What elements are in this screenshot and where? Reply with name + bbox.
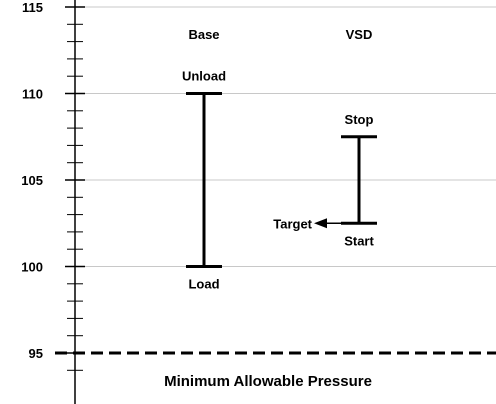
load-label: Load: [188, 277, 219, 292]
y-axis-ticks: [65, 6, 85, 371]
y-tick-label: 110: [22, 87, 43, 102]
start-label: Start: [344, 233, 374, 248]
y-tick-label: 115: [22, 0, 43, 15]
unload-label: Unload: [182, 69, 226, 84]
y-tick-label: 100: [21, 260, 43, 275]
y-axis-tick-labels: 95 100 105 110 115: [21, 0, 43, 361]
stop-label: Stop: [345, 112, 374, 127]
minimum-pressure-label: Minimum Allowable Pressure: [164, 373, 372, 390]
y-tick-label: 95: [29, 346, 43, 361]
vsd-header: VSD: [346, 27, 373, 42]
target-label: Target: [273, 216, 312, 231]
base-column: Base Unload Load: [182, 27, 226, 292]
gridlines: [75, 6, 496, 267]
target-marker: Target: [273, 216, 341, 231]
target-arrow-icon: [314, 218, 327, 229]
vsd-column: VSD Stop Start: [341, 27, 377, 248]
y-tick-label: 105: [21, 173, 43, 188]
base-header: Base: [188, 27, 219, 42]
